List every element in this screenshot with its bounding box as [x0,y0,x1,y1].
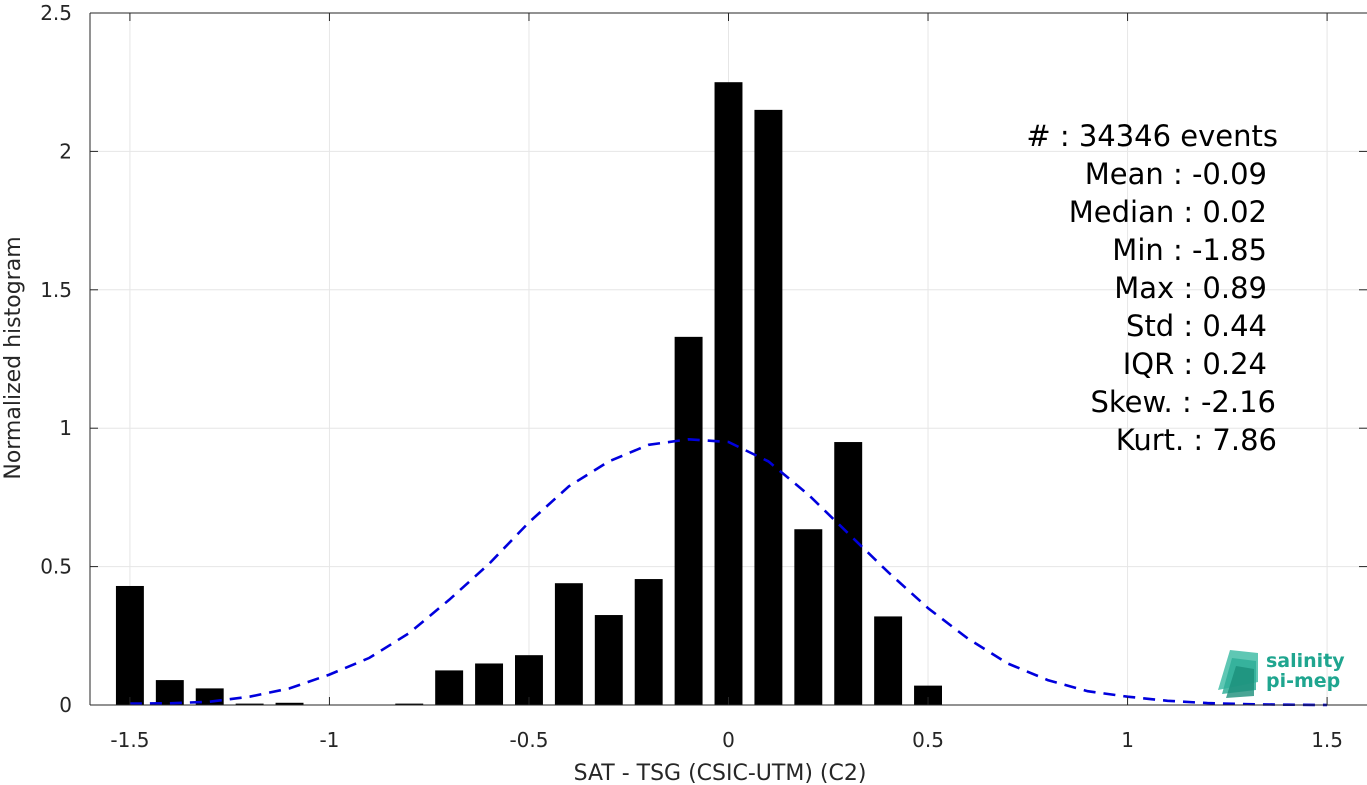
histogram-bar [475,663,504,705]
histogram-bar [515,655,543,705]
y-tick-label: 1 [59,416,72,440]
histogram-bar [714,82,743,705]
wave-icon [1218,650,1258,698]
y-tick-label: 1.5 [40,278,72,302]
histogram-bar [874,616,903,705]
histogram-bar [554,583,583,705]
histogram-bar [395,703,424,705]
histogram-bar [594,615,623,705]
histogram-bar [435,670,464,705]
logo-line-2: pi-mep [1266,670,1340,692]
x-axis-label: SAT - TSG (CSIC-UTM) (C2) [574,761,867,785]
histogram-bar [914,685,942,705]
x-tick-label: -1.5 [110,728,149,752]
histogram-bar [834,442,863,705]
histogram-bar [754,109,783,705]
stat-line: Median : 0.02 [1069,195,1267,229]
x-tick-label: 0.5 [912,728,944,752]
x-tick-label: 1 [1121,728,1134,752]
stat-line: # : 34346 events [1026,119,1278,153]
histogram-bar [275,702,304,705]
stat-line: Min : -1.85 [1112,233,1267,267]
histogram-bar [794,529,823,705]
x-tick-label: -0.5 [509,728,548,752]
x-tick-label: 1.5 [1311,728,1343,752]
logo-line-1: salinity [1266,650,1345,672]
bar-series [115,82,942,705]
salinity-pi-mep-logo: salinity pi-mep [1218,650,1345,698]
y-axis-label: Normalized histogram [1,236,26,479]
x-tick-label: 0 [722,728,735,752]
histogram-bar [674,336,703,705]
histogram-bar [235,703,264,705]
y-tick-label: 0 [59,693,72,717]
stat-line: Kurt. : 7.86 [1116,423,1277,457]
stat-line: Skew. : -2.16 [1090,385,1276,419]
y-tick-label: 2 [59,139,72,163]
axes [89,12,1367,706]
normal-fit-curve [129,437,1328,707]
stat-line: IQR : 0.24 [1123,347,1267,381]
stat-line: Mean : -0.09 [1085,157,1267,191]
histogram-bar [115,585,144,705]
tick-labels: -1.5 -1 -0.5 0 0.5 1 1.5 0 0.5 1 1.5 2 2.5 [40,1,1343,752]
y-tick-label: 0.5 [40,555,72,579]
statistics-box: # : 34346 events Mean : -0.09 Median : 0.0… [1026,119,1278,457]
stat-line: Max : 0.89 [1114,271,1267,305]
histogram-bar [155,680,184,705]
y-tick-label: 2.5 [40,1,72,25]
x-tick-label: -1 [319,728,339,752]
stat-line: Std : 0.44 [1126,309,1267,343]
histogram-bar [634,579,663,705]
